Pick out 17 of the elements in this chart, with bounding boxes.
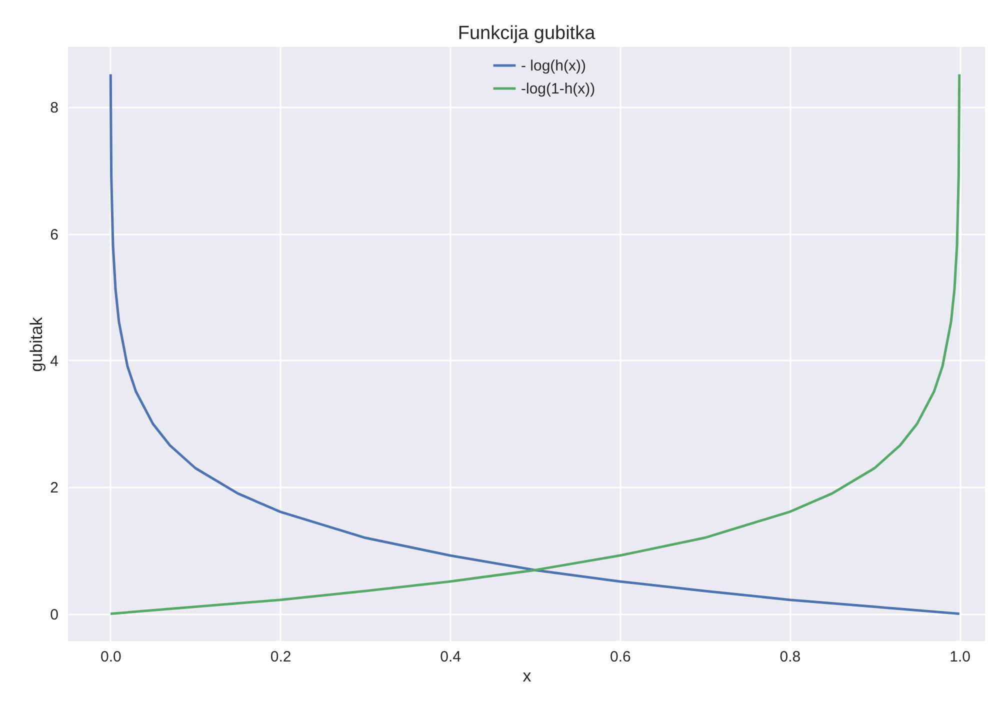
- x-tick-label: 0.2: [270, 648, 292, 666]
- y-tick-label: 6: [50, 226, 58, 244]
- y-tick-label: 2: [50, 480, 58, 497]
- chart-title: Funkcija gubitka: [458, 23, 596, 44]
- y-axis-title: gubitak: [27, 316, 46, 372]
- x-tick-label: 0.8: [780, 648, 801, 666]
- line-series: [109, 72, 961, 616]
- y-tick-label: 4: [50, 352, 58, 370]
- y-tick-label: 8: [50, 100, 58, 117]
- x-axis-title: x: [522, 666, 532, 686]
- y-tick-label: 0: [50, 606, 58, 624]
- x-tick-label: 0.4: [440, 648, 462, 666]
- legend-label: -log(1-h(x)): [521, 80, 596, 98]
- x-tick-label: 1.0: [950, 648, 970, 666]
- legend-label: - log(h(x)): [521, 58, 586, 74]
- x-tick-label: 0.6: [610, 648, 631, 666]
- x-tick-label: 0.0: [100, 648, 122, 666]
